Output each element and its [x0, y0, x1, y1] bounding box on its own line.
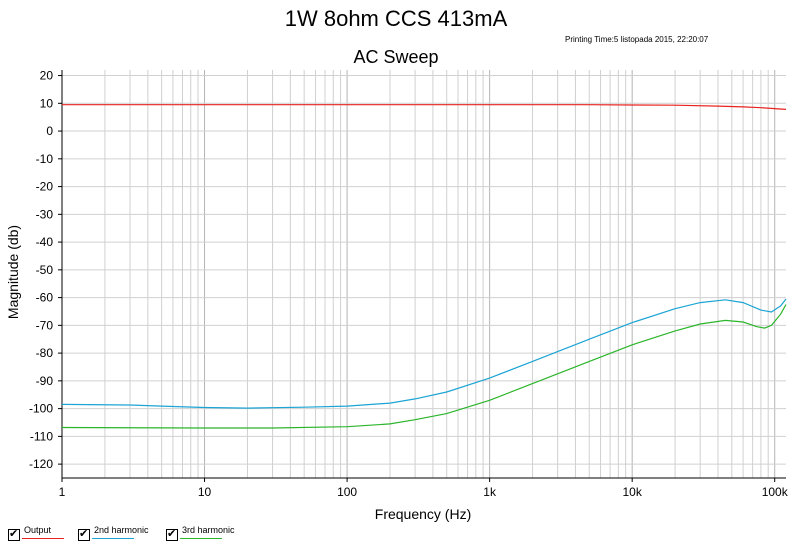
- chart-title: 1W 8ohm CCS 413mA: [285, 6, 508, 31]
- y-tick-label: -110: [30, 429, 53, 443]
- chart-subtitle: AC Sweep: [353, 47, 438, 67]
- y-tick-label: -50: [36, 263, 54, 277]
- series-line-2nd-harmonic: [61, 298, 787, 409]
- y-tick-label: -30: [36, 207, 54, 221]
- y-tick-label: -10: [36, 152, 54, 166]
- x-tick-label: 1k: [483, 485, 497, 499]
- legend-swatch: [92, 538, 134, 539]
- y-tick-label: -70: [36, 318, 54, 332]
- y-tick-label: -90: [36, 374, 54, 388]
- legend-swatch: [22, 538, 64, 539]
- x-tick-label: 1: [59, 485, 66, 499]
- tick-labels: 20100-10-20-30-40-50-60-70-80-90-100-110…: [29, 69, 789, 499]
- grid: [61, 70, 786, 478]
- y-tick-label: -60: [36, 291, 54, 305]
- y-axis-label: Magnitude (db): [5, 225, 21, 319]
- series-line-3rd-harmonic: [61, 304, 787, 429]
- x-tick-label: 10: [198, 485, 212, 499]
- y-tick-label: 0: [46, 124, 53, 138]
- y-tick-label: -20: [36, 180, 54, 194]
- x-tick-label: 10k: [622, 485, 642, 499]
- series-lines: [61, 104, 787, 429]
- series-line-output: [62, 104, 787, 110]
- checkbox-icon[interactable]: ✔: [166, 527, 178, 541]
- y-tick-label: 10: [40, 96, 54, 110]
- y-tick-label: -100: [29, 402, 53, 416]
- y-tick-label: -80: [36, 346, 54, 360]
- x-tick-label: 100k: [762, 485, 789, 499]
- print-time: Printing Time:5 listopada 2015, 22:20:07: [565, 35, 709, 44]
- x-axis-label: Frequency (Hz): [375, 506, 471, 522]
- y-tick-label: -120: [29, 457, 53, 471]
- legend-label: 2nd harmonic: [94, 525, 149, 535]
- legend-swatch: [180, 538, 222, 539]
- checkbox-icon[interactable]: ✔: [78, 527, 90, 541]
- axes: [58, 70, 786, 482]
- legend-label: 3rd harmonic: [182, 525, 235, 535]
- y-tick-label: 20: [40, 69, 54, 83]
- y-tick-label: -40: [36, 235, 54, 249]
- checkbox-icon[interactable]: ✔: [8, 527, 20, 541]
- legend-label: Output: [24, 525, 52, 535]
- x-tick-label: 100: [337, 485, 357, 499]
